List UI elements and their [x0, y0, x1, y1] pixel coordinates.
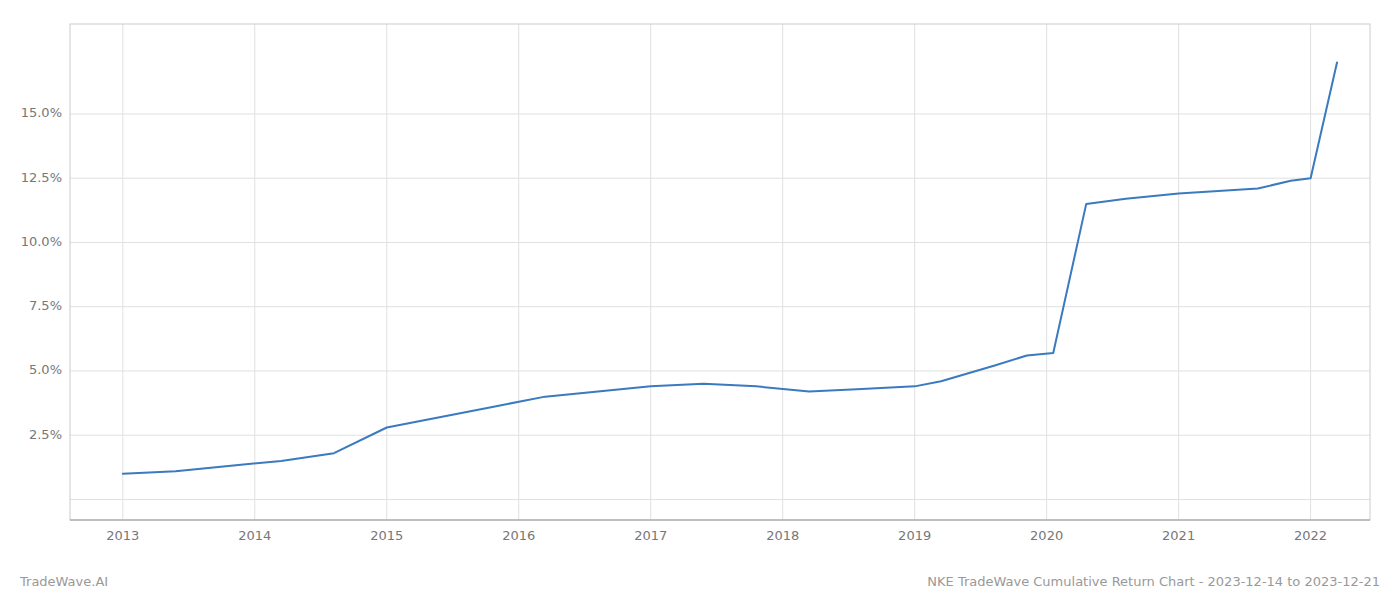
footer-left: TradeWave.AI	[19, 574, 108, 589]
x-tick-label: 2022	[1294, 528, 1327, 543]
y-tick-label: 12.5%	[21, 170, 62, 185]
x-tick-label: 2013	[106, 528, 139, 543]
y-tick-label: 7.5%	[29, 298, 62, 313]
x-tick-label: 2020	[1030, 528, 1063, 543]
plot-frame	[70, 24, 1370, 520]
x-tick-label: 2015	[370, 528, 403, 543]
y-grid-line	[70, 370, 1370, 371]
y-grid-line	[70, 499, 1370, 500]
x-grid-line	[518, 24, 519, 520]
x-grid-line	[122, 24, 123, 520]
x-tick-label: 2017	[634, 528, 667, 543]
y-tick-label: 2.5%	[29, 427, 62, 442]
grid	[70, 24, 1370, 520]
x-axis-line	[70, 520, 1370, 521]
y-grid-line	[70, 178, 1370, 179]
plot-area	[123, 63, 1337, 474]
line	[123, 63, 1337, 474]
x-grid-line	[914, 24, 915, 520]
chart: 2.5% 5.0% 7.5% 10.0% 12.5% 15.0% 2013 2014 2015 2…	[0, 0, 1400, 600]
x-tick-label: 2021	[1162, 528, 1195, 543]
y-grid-line	[70, 306, 1370, 307]
y-tick-label: 15.0%	[21, 105, 62, 120]
footer-right: NKE TradeWave Cumulative Return Chart - …	[927, 574, 1380, 589]
x-grid-line	[650, 24, 651, 520]
x-grid-line	[1178, 24, 1179, 520]
y-tick-label: 5.0%	[29, 362, 62, 377]
x-grid-line	[782, 24, 783, 520]
x-tick-label: 2016	[502, 528, 535, 543]
y-grid-line	[70, 242, 1370, 243]
x-grid-line	[386, 24, 387, 520]
x-tick-label: 2014	[238, 528, 271, 543]
axes: 2.5% 5.0% 7.5% 10.0% 12.5% 15.0% 2013 2014 2015 2…	[21, 24, 1370, 543]
y-grid-line	[70, 113, 1370, 114]
y-grid-line	[70, 435, 1370, 436]
x-grid-line	[254, 24, 255, 520]
x-grid-line	[1046, 24, 1047, 520]
y-tick-label: 10.0%	[21, 234, 62, 249]
x-grid-line	[1310, 24, 1311, 520]
x-tick-label: 2018	[766, 528, 799, 543]
x-tick-label: 2019	[898, 528, 931, 543]
